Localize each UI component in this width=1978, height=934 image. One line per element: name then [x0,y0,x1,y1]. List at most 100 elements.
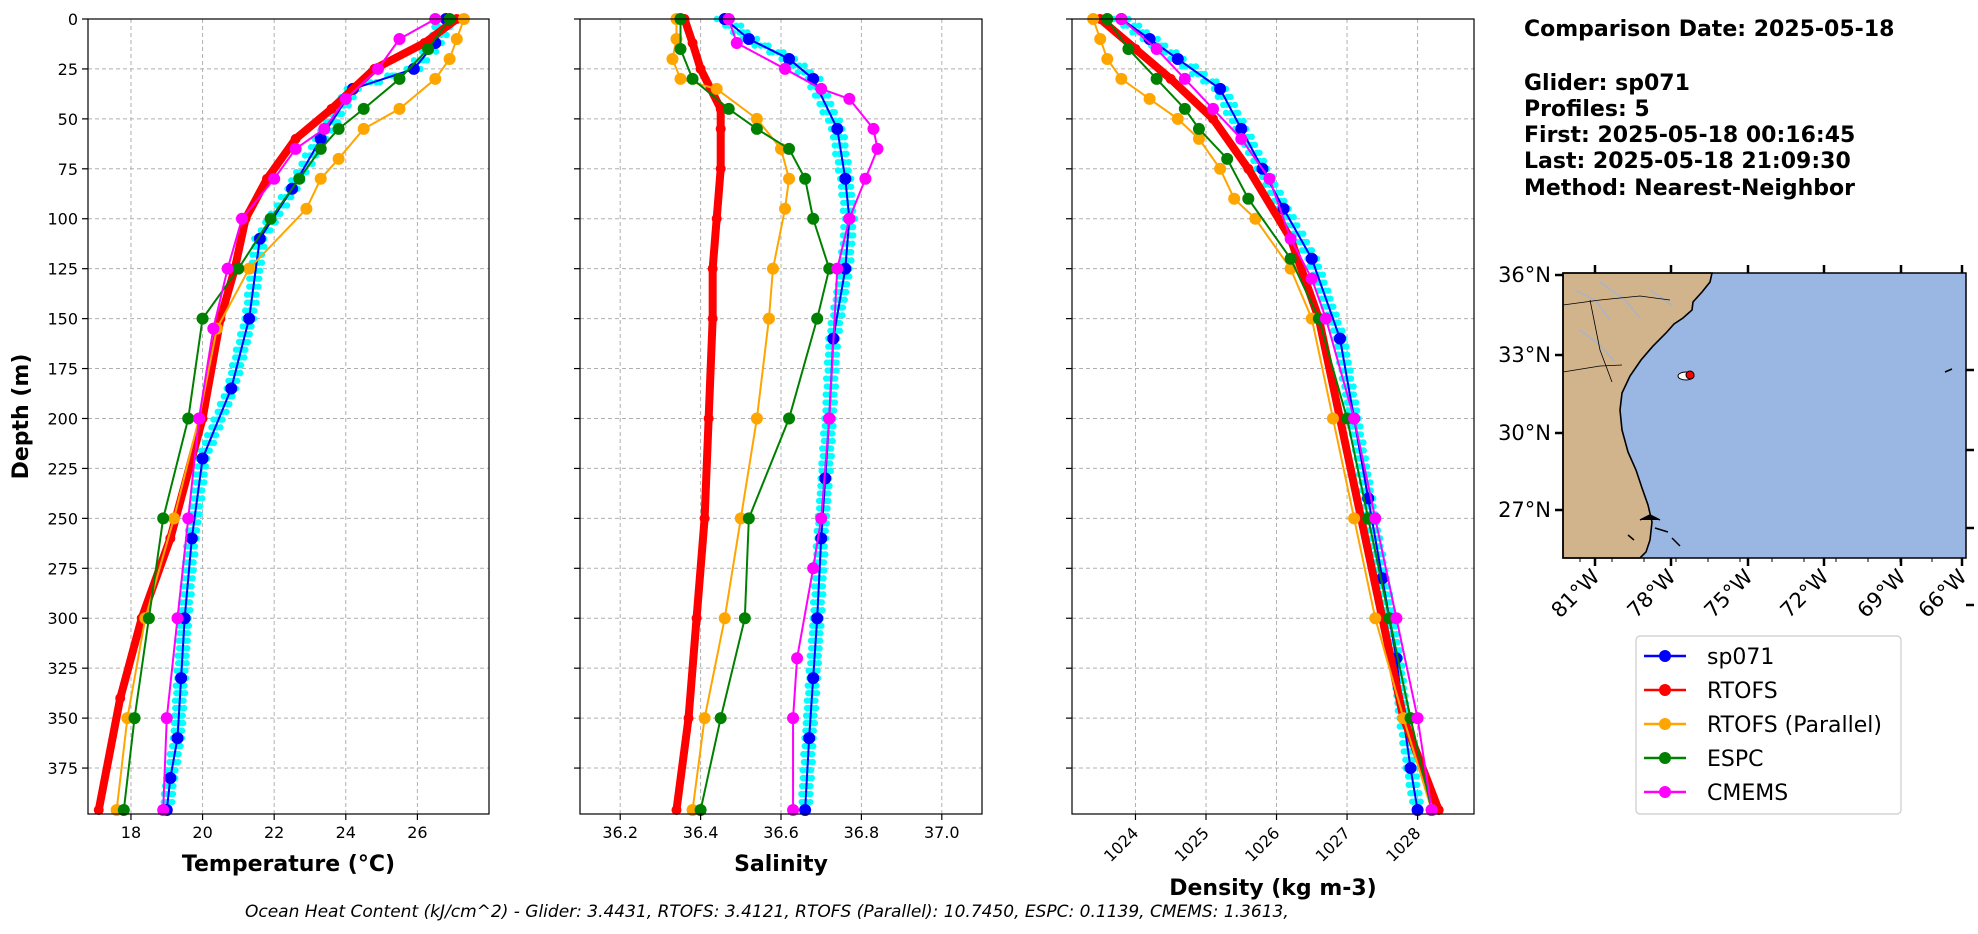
map-state-borders [1562,295,1671,383]
map-lat-label: 33°N [1498,343,1551,367]
series-line [724,18,851,811]
glider-point [255,275,263,282]
series-marker [687,37,698,48]
glider-point [1277,189,1284,196]
series-marker [1305,252,1318,265]
glider-point [843,281,851,288]
series-marker [762,312,775,325]
glider-point [833,359,840,366]
series-marker [686,72,699,85]
series-marker [171,612,184,625]
series-marker [694,804,707,817]
glider-point [283,202,291,209]
glider-point [816,645,823,652]
x-tick-label: 1026 [1241,823,1283,865]
glider-point [190,559,197,566]
glider-point [212,431,220,439]
y-tick-label: 275 [47,559,78,578]
glider-point [845,158,852,166]
glider-point [845,167,852,174]
x-tick-label: 22 [264,823,284,842]
series-marker [710,82,723,95]
x-axis-label: Temperature (°C) [182,852,395,877]
series-marker [1150,72,1163,85]
x-tick-label: 1027 [1312,823,1354,865]
series-line [672,17,725,811]
series-rtofs [93,14,462,816]
glider-point [1188,70,1196,78]
series-marker [115,693,126,704]
glider-point [824,505,831,512]
y-tick-label: 250 [47,509,78,528]
legend-marker [1659,786,1671,798]
map-lon-label: 75°W [1700,564,1758,622]
series-marker [843,92,856,105]
series-marker [117,804,130,817]
legend-entry-rtofs: RTOFS [1644,679,1778,704]
glider-point [178,727,186,734]
series-marker [807,212,820,225]
glider-point [1256,149,1263,157]
glider-point [801,62,808,69]
series-marker [871,142,884,155]
series-marker [192,412,205,425]
glider-point [836,117,843,124]
glider-point [820,575,827,582]
map-lon-label: 81°W [1547,564,1605,622]
glider-point [186,599,194,606]
series-marker [1284,252,1297,265]
series-marker [175,672,188,685]
series-marker [243,312,256,325]
series-marker [1284,232,1297,245]
series-marker [393,102,406,115]
legend-marker [1659,718,1671,730]
series-marker [711,213,722,224]
series-rtofs-parallel- [1087,13,1438,817]
series-marker [811,612,824,625]
y-tick-label: 225 [47,459,78,478]
series-marker [783,52,796,65]
series-marker [332,122,345,135]
series-cmems [722,13,884,817]
glider-point [241,354,248,361]
series-rtofs-parallel- [666,13,796,817]
glider-point [1251,141,1259,149]
series-marker [807,672,820,685]
glider-point [184,630,192,637]
glider-point [809,742,817,750]
last-time: Last: 2025-05-18 21:09:30 [1524,149,1851,174]
glider-point [175,750,182,758]
glider-point [1327,295,1334,302]
glider-point [174,758,182,766]
glider-point [301,152,309,159]
series-cmems [157,13,442,817]
glider-point [813,682,820,689]
glider-point [168,798,176,806]
glider-point [751,42,758,49]
map-lon-label: 66°W [1914,564,1972,622]
series-marker [318,122,331,135]
glider-point [443,31,450,39]
series-marker [783,412,796,425]
glider-point [847,183,855,190]
series-marker [1178,102,1191,115]
glider-point [182,667,189,674]
y-tick-label: 0 [68,10,78,29]
y-tick-label: 125 [47,260,78,279]
series-marker [357,102,370,115]
x-tick-label: 20 [192,823,212,842]
x-tick-label: 1025 [1171,823,1213,865]
legend-entry-espc: ESPC [1644,747,1764,772]
series-marker [185,532,198,545]
glider-point [825,497,832,505]
glider-point [819,109,826,116]
glider-point [814,667,821,674]
glider-point [830,422,837,430]
x-axis-label: Density (kg m-3) [1169,876,1377,901]
series-marker [1305,272,1318,285]
series-marker [290,133,301,144]
series-line [1120,18,1433,811]
series-marker [670,32,683,45]
glider-point [180,704,188,712]
